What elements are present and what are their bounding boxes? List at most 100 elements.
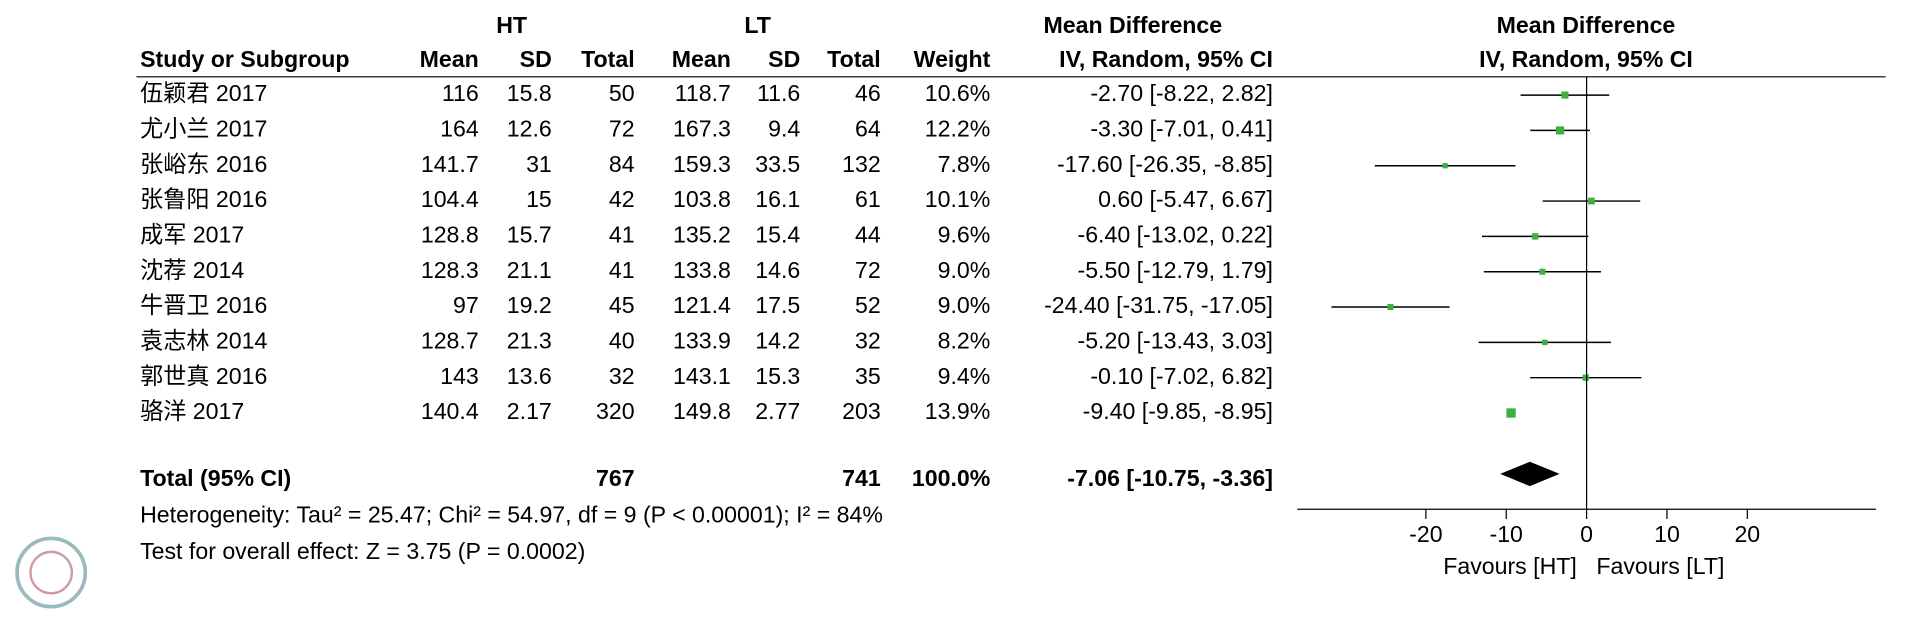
table-cell: 32 bbox=[855, 327, 881, 353]
table-cell: 13.6 bbox=[507, 363, 552, 389]
table-cell: 143.1 bbox=[673, 363, 731, 389]
table-cell: 133.8 bbox=[673, 257, 731, 283]
table-cell: 9.4 bbox=[768, 116, 800, 142]
table-cell: 103.8 bbox=[673, 186, 731, 212]
column-header: Total bbox=[581, 46, 635, 72]
table-cell: 10.1% bbox=[925, 186, 991, 212]
table-cell: 33.5 bbox=[755, 151, 800, 177]
plot-title: Mean Difference bbox=[1497, 12, 1676, 38]
total-cell: 767 bbox=[596, 465, 635, 491]
favours-left: Favours [HT] bbox=[1443, 553, 1577, 579]
study-name: 沈荐 2014 bbox=[140, 257, 244, 283]
total-cell: 100.0% bbox=[912, 465, 990, 491]
table-cell: 41 bbox=[609, 221, 635, 247]
md-header: Mean Difference bbox=[1044, 12, 1223, 38]
table-cell: 116 bbox=[442, 80, 479, 106]
table-cell: 64 bbox=[855, 116, 881, 142]
table-cell: 2.77 bbox=[755, 398, 800, 424]
total-diamond bbox=[1500, 461, 1560, 487]
table-cell: 11.6 bbox=[757, 80, 800, 106]
total-label: Total (95% CI) bbox=[140, 465, 291, 491]
table-cell: 17.5 bbox=[755, 292, 800, 318]
table-cell: 46 bbox=[855, 80, 881, 106]
effect-square bbox=[1555, 126, 1565, 135]
table-cell: 14.2 bbox=[755, 327, 800, 353]
x-tick-label: -20 bbox=[1409, 521, 1442, 547]
ci-text: -5.50 [-12.79, 1.79] bbox=[1078, 257, 1273, 283]
effect-square bbox=[1442, 163, 1448, 169]
table-cell: 44 bbox=[855, 221, 881, 247]
table-cell: 132 bbox=[842, 151, 881, 177]
table-cell: 143 bbox=[440, 363, 479, 389]
table-cell: 97 bbox=[453, 292, 479, 318]
x-tick-label: 20 bbox=[1734, 521, 1760, 547]
table-cell: 128.3 bbox=[421, 257, 479, 283]
column-header: Mean bbox=[672, 46, 731, 72]
table-cell: 203 bbox=[842, 398, 881, 424]
effect-square bbox=[1561, 91, 1569, 99]
column-header: Study or Subgroup bbox=[140, 46, 349, 72]
ci-text: -24.40 [-31.75, -17.05] bbox=[1044, 292, 1273, 318]
column-header: SD bbox=[768, 46, 800, 72]
table-cell: 104.4 bbox=[421, 186, 479, 212]
table-cell: 320 bbox=[596, 398, 635, 424]
study-name: 尤小兰 2017 bbox=[140, 116, 267, 142]
table-cell: 42 bbox=[609, 186, 635, 212]
effect-square bbox=[1387, 304, 1394, 311]
effect-square bbox=[1539, 268, 1546, 275]
study-name: 成军 2017 bbox=[140, 221, 244, 247]
table-cell: 31 bbox=[526, 151, 552, 177]
table-cell: 32 bbox=[609, 363, 635, 389]
ci-text: -5.20 [-13.43, 3.03] bbox=[1078, 327, 1273, 353]
table-cell: 84 bbox=[609, 151, 635, 177]
table-cell: 8.2% bbox=[938, 327, 991, 353]
plot-subtitle: IV, Random, 95% CI bbox=[1479, 46, 1693, 72]
table-cell: 15.8 bbox=[507, 80, 552, 106]
table-cell: 7.8% bbox=[938, 151, 991, 177]
effect-square bbox=[1506, 408, 1516, 418]
total-ci-text: -7.06 [-10.75, -3.36] bbox=[1067, 465, 1273, 491]
effect-square bbox=[1542, 339, 1548, 346]
table-cell: 15 bbox=[526, 186, 552, 212]
x-tick-label: 10 bbox=[1654, 521, 1680, 547]
table-cell: 118.7 bbox=[675, 80, 731, 106]
favours-right: Favours [LT] bbox=[1596, 553, 1724, 579]
table-cell: 167.3 bbox=[673, 116, 731, 142]
table-cell: 15.3 bbox=[755, 363, 800, 389]
logo bbox=[15, 536, 88, 609]
table-cell: 159.3 bbox=[673, 151, 731, 177]
table-cell: 45 bbox=[609, 292, 635, 318]
table-cell: 21.1 bbox=[507, 257, 552, 283]
column-header: Total bbox=[827, 46, 881, 72]
table-cell: 15.4 bbox=[755, 221, 800, 247]
study-name: 张鲁阳 2016 bbox=[140, 186, 267, 212]
table-cell: 149.8 bbox=[673, 398, 731, 424]
heterogeneity: Heterogeneity: Tau² = 25.47; Chi² = 54.9… bbox=[140, 502, 883, 528]
table-cell: 15.7 bbox=[507, 221, 552, 247]
table-cell: 61 bbox=[855, 186, 881, 212]
table-cell: 135.2 bbox=[673, 221, 731, 247]
study-name: 牛晋卫 2016 bbox=[140, 292, 267, 318]
x-tick-label: -10 bbox=[1490, 521, 1523, 547]
table-cell: 133.9 bbox=[673, 327, 731, 353]
table-cell: 9.6% bbox=[938, 221, 991, 247]
table-cell: 12.6 bbox=[507, 116, 552, 142]
total-cell: 741 bbox=[842, 465, 881, 491]
study-name: 骆洋 2017 bbox=[140, 398, 244, 424]
table-cell: 140.4 bbox=[421, 398, 479, 424]
effect-square bbox=[1531, 233, 1539, 240]
ci-text: -17.60 [-26.35, -8.85] bbox=[1057, 151, 1273, 177]
table-cell: 121.4 bbox=[673, 292, 731, 318]
ci-text: -0.10 [-7.02, 6.82] bbox=[1090, 363, 1273, 389]
study-name: 郭世真 2016 bbox=[140, 363, 267, 389]
ci-text: 0.60 [-5.47, 6.67] bbox=[1098, 186, 1273, 212]
ci-text: -6.40 [-13.02, 0.22] bbox=[1078, 221, 1273, 247]
x-tick-label: 0 bbox=[1580, 521, 1593, 547]
group-header: HT bbox=[496, 12, 527, 38]
table-cell: 9.0% bbox=[938, 257, 991, 283]
column-header: Mean bbox=[420, 46, 479, 72]
column-header: SD bbox=[520, 46, 552, 72]
table-cell: 21.3 bbox=[507, 327, 552, 353]
study-name: 伍颖君 2017 bbox=[140, 80, 267, 106]
